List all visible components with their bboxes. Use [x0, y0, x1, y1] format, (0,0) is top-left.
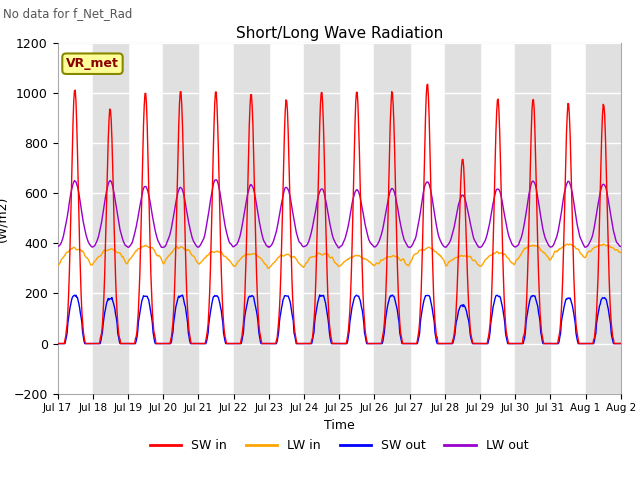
Bar	[93, 43, 128, 394]
Bar	[515, 43, 550, 394]
Text: VR_met: VR_met	[66, 57, 119, 70]
Bar	[374, 43, 410, 394]
Bar	[586, 43, 621, 394]
Bar	[304, 43, 339, 394]
Bar	[445, 43, 480, 394]
Y-axis label: (W/m2): (W/m2)	[0, 195, 8, 241]
Bar	[163, 43, 198, 394]
Title: Short/Long Wave Radiation: Short/Long Wave Radiation	[236, 25, 443, 41]
X-axis label: Time: Time	[324, 419, 355, 432]
Legend: SW in, LW in, SW out, LW out: SW in, LW in, SW out, LW out	[145, 434, 533, 457]
Text: No data for f_Net_Rad: No data for f_Net_Rad	[3, 7, 132, 20]
Bar	[234, 43, 269, 394]
